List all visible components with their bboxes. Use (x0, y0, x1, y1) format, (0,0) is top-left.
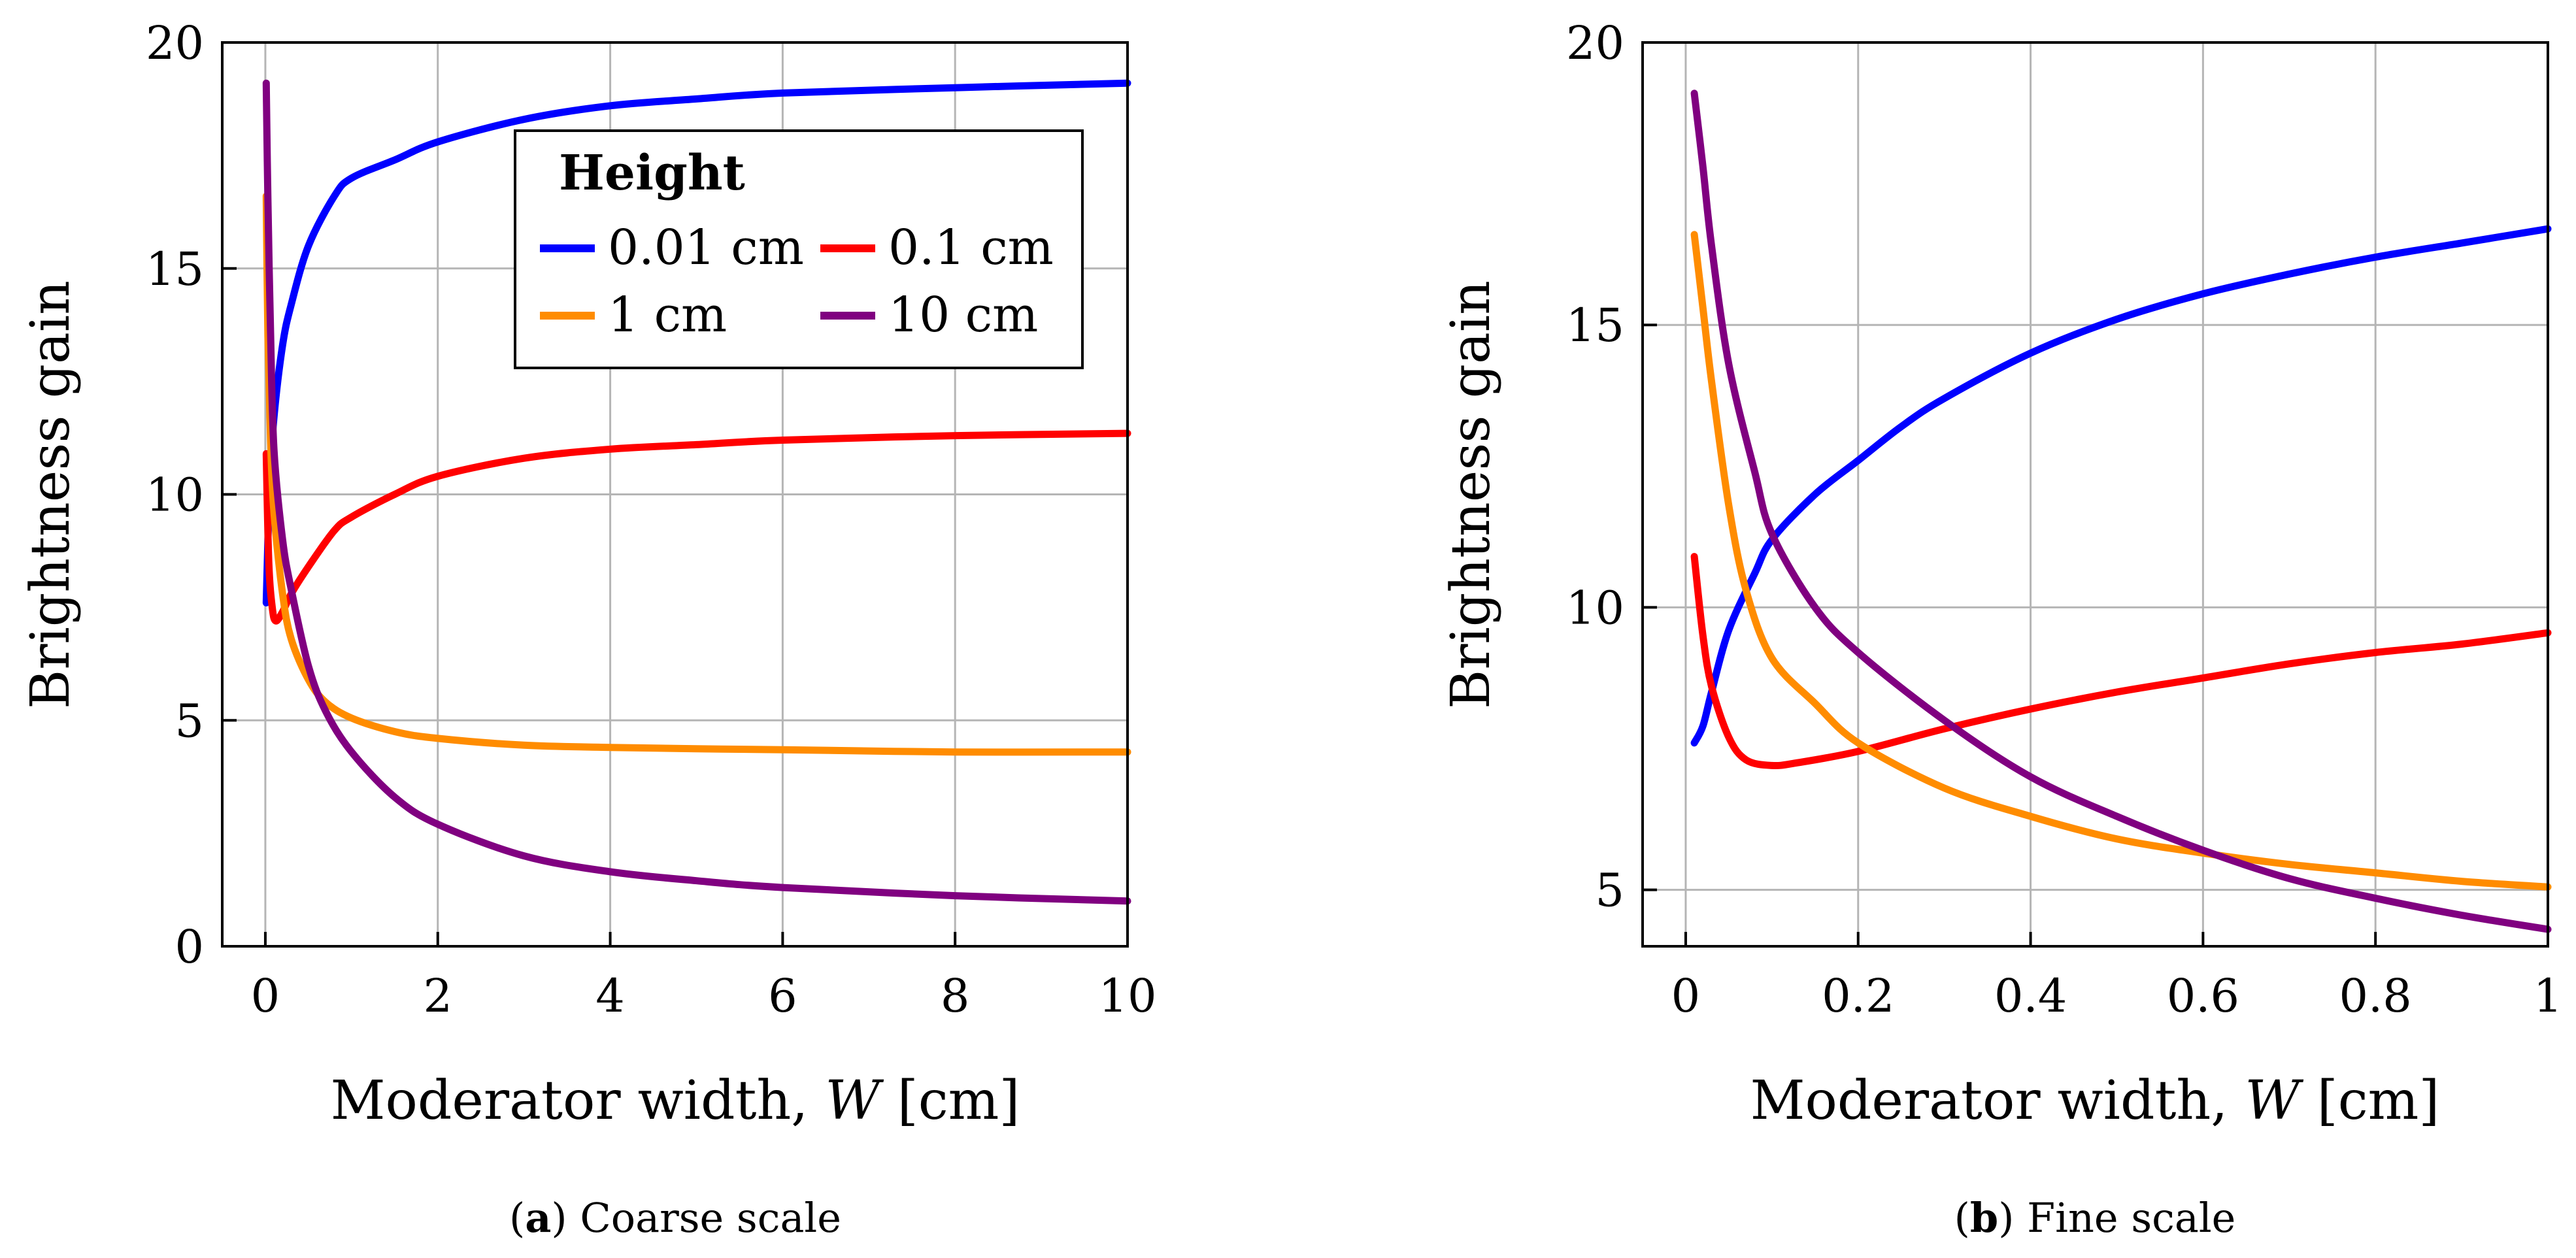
panel-b-y-axis-label: Brightness gain (1440, 280, 1502, 709)
panel-b-fine-scale: 0 0.2 0.4 0.6 0.8 1 5 10 15 20 Moderator width, … (1440, 16, 2562, 1242)
legend-title: Height (559, 145, 745, 201)
panel-b-y-tick-label: 20 (1566, 16, 1624, 70)
panel-b-series-line-1-cm (1690, 231, 2552, 891)
panel-a-y-tick-labels: 0 5 10 15 20 (146, 16, 204, 974)
panel-a-coarse-scale: 0 2 4 6 8 10 0 5 10 15 20 Moderator width, W [cm]… (20, 16, 1157, 1242)
panel-b-x-tick-label: 1 (2534, 969, 2563, 1023)
panel-b-x-tick-label: 0.6 (2167, 969, 2239, 1023)
panel-a-x-tick-labels: 0 2 4 6 8 10 (251, 969, 1157, 1023)
panel-b-y-tick-label: 10 (1566, 581, 1624, 635)
panel-b-y-tick-label: 5 (1595, 864, 1624, 918)
panel-a-y-tick-label: 10 (146, 469, 204, 522)
panel-a-x-tick-label: 0 (251, 969, 280, 1023)
legend: Height 0.01 cm 0.1 cm 1 cm 10 cm (514, 129, 1084, 369)
panel-a-x-tick-label: 4 (595, 969, 625, 1023)
panel-a-series-line-0.01-cm (262, 79, 1131, 606)
panel-a-x-tick-label: 10 (1098, 969, 1156, 1023)
panel-b-x-tick-labels: 0 0.2 0.4 0.6 0.8 1 (1671, 969, 2563, 1023)
panel-b-x-tick-label: 0.8 (2339, 969, 2412, 1023)
panel-a-caption: (a) Coarse scale (509, 1194, 841, 1242)
panel-b-x-tick-label: 0.2 (1822, 969, 1894, 1023)
panel-a-plot-frame (221, 41, 1129, 948)
panel-a-x-tick-label: 6 (768, 969, 797, 1023)
panel-b-x-tick-label: 0.4 (1994, 969, 2067, 1023)
legend-label-1-cm: 1 cm (608, 287, 727, 343)
panel-b-x-axis-label: Moderator width, W [cm] (1750, 1070, 2440, 1132)
legend-label-10-cm: 10 cm (888, 287, 1038, 343)
panel-a-x-tick-label: 2 (423, 969, 452, 1023)
panel-a-y-tick-label: 0 (175, 920, 204, 974)
panel-b-series-line-0.01-cm (1690, 225, 2552, 747)
panel-a-series-line-0.1-cm (262, 429, 1131, 625)
panel-b-series-line-10-cm (1690, 90, 2552, 933)
legend-label-0.1-cm: 0.1 cm (888, 220, 1054, 276)
panel-a-series-line-10-cm (262, 79, 1131, 905)
panel-a-y-tick-label: 5 (175, 694, 204, 748)
panel-b-plot-frame (1641, 41, 2549, 948)
panel-b-y-tick-labels: 5 10 15 20 (1566, 16, 1624, 918)
panel-a-y-axis-label: Brightness gain (20, 280, 82, 709)
panel-a-y-tick-label: 20 (146, 16, 204, 70)
panel-b-x-tick-label: 0 (1671, 969, 1701, 1023)
legend-box (514, 129, 1084, 369)
panel-a-y-tick-label: 15 (146, 242, 204, 296)
panel-a-x-axis-label: Moderator width, W [cm] (331, 1070, 1020, 1132)
panel-b-y-tick-label: 15 (1566, 299, 1624, 352)
panel-a-series (262, 79, 1131, 905)
panel-b-caption: (b) Fine scale (1954, 1194, 2236, 1242)
panel-b-series (1690, 90, 2552, 933)
legend-label-0.01-cm: 0.01 cm (608, 220, 804, 276)
panel-a-x-tick-label: 8 (941, 969, 970, 1023)
